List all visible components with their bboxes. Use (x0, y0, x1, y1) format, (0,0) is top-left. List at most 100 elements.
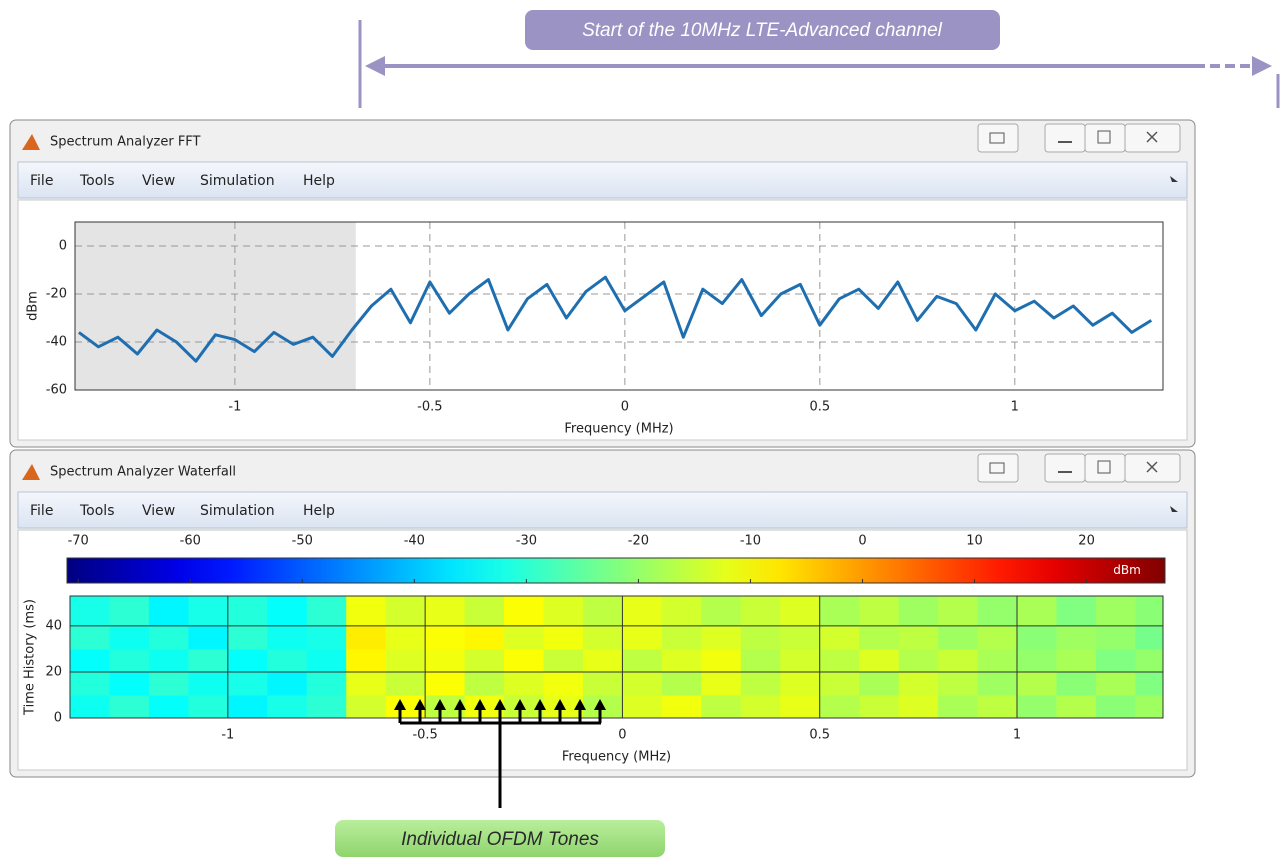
menu-item[interactable]: Help (303, 173, 335, 189)
colorbar-label: dBm (1113, 563, 1141, 577)
heatmap-cell (977, 694, 1018, 718)
heatmap-cell (1017, 671, 1057, 696)
heatmap-cell (109, 596, 150, 627)
y-tick-label: 40 (45, 618, 62, 633)
maximize-button[interactable] (1084, 453, 1126, 483)
tone-arrow-head (434, 699, 446, 710)
menu-item[interactable]: View (142, 173, 175, 189)
annotation-box (335, 820, 665, 857)
heatmap-cell (582, 596, 623, 627)
close-icon (1146, 131, 1158, 143)
heatmap-cell (661, 596, 702, 627)
heatmap-cell (385, 694, 426, 718)
heatmap-cell (385, 596, 426, 627)
colorbar-tick-label: -50 (292, 534, 313, 549)
heatmap-cell (1017, 625, 1057, 650)
heatmap-cell (464, 648, 505, 673)
tone-arrow-head (574, 699, 586, 710)
heatmap-cell (227, 625, 268, 650)
heatmap-cell (740, 694, 781, 718)
heatmap-cell (859, 596, 900, 627)
heatmap-cell (148, 694, 189, 718)
bottom-annotation: Individual OFDM Tones (335, 699, 665, 857)
y-tick-label: -20 (46, 287, 67, 302)
heatmap-cell (661, 648, 702, 673)
heatmap-cell (504, 648, 545, 673)
heatmap-cell (109, 648, 150, 673)
heatmap-cell (346, 648, 387, 673)
toolbar-toggle[interactable] (1170, 506, 1178, 512)
tone-arrow-head (594, 699, 606, 710)
heatmap-cell (464, 625, 505, 650)
menu-item[interactable]: Tools (79, 503, 115, 519)
heatmap-cell (267, 596, 308, 627)
menu-item[interactable]: View (142, 503, 175, 519)
tone-arrow-head (454, 699, 466, 710)
heatmap-cell (1135, 671, 1163, 696)
heatmap-cell (543, 671, 584, 696)
colorbar-tick-label: -40 (404, 534, 425, 549)
minimize-button[interactable] (1044, 453, 1086, 483)
colorbar-tick-label: -20 (628, 534, 649, 549)
heatmap-cell (306, 671, 347, 696)
menu-item[interactable]: File (30, 173, 53, 189)
heatmap-cell (977, 648, 1018, 673)
heatmap-cell (819, 625, 860, 650)
heatmap-cells (70, 596, 1163, 718)
tone-arrow-head (554, 699, 566, 710)
maximize-button[interactable] (1084, 123, 1126, 153)
heatmap-cell (938, 648, 979, 673)
highlight-region (75, 222, 356, 390)
heatmap-cell (267, 625, 308, 650)
annotation-text: Individual OFDM Tones (401, 829, 599, 850)
plot-border (74, 221, 1164, 391)
heatmap-cell (1017, 596, 1057, 627)
heatmap-cell (385, 671, 426, 696)
heatmap-cell (464, 596, 505, 627)
x-tick-label: 1 (1011, 400, 1019, 415)
heatmap-cell (306, 694, 347, 718)
heatmap-cell (148, 596, 189, 627)
heatmap-cell (859, 625, 900, 650)
heatmap-cell (582, 648, 623, 673)
heatmap-cell (70, 694, 110, 718)
heatmap-cell (938, 625, 979, 650)
annotation-text: Start of the 10MHz LTE-Advanced channel (582, 20, 943, 41)
heatmap-cell (661, 694, 702, 718)
x-axis-label: Frequency (MHz) (562, 750, 671, 765)
menu-item[interactable]: Tools (79, 173, 115, 189)
heatmap-cell (622, 596, 663, 627)
dock-button[interactable] (977, 123, 1019, 153)
dock-button[interactable] (977, 453, 1019, 483)
menu-item[interactable]: Help (303, 503, 335, 519)
maximize-icon (1097, 130, 1111, 144)
colorbar-tick-label: -60 (180, 534, 201, 549)
colorbar-tick-label: 20 (1078, 534, 1095, 549)
heatmap-cell (859, 694, 900, 718)
heatmap-cell (1095, 671, 1136, 696)
menu-item[interactable]: Simulation (200, 503, 275, 519)
heatmap-cell (306, 596, 347, 627)
heatmap-cell (1095, 596, 1136, 627)
menu-item[interactable]: Simulation (200, 173, 275, 189)
heatmap-cell (859, 648, 900, 673)
heatmap-cell (1095, 625, 1136, 650)
toolbar-toggle[interactable] (1170, 176, 1178, 182)
heatmap-cell (267, 648, 308, 673)
x-tick-label: 1 (1013, 728, 1021, 743)
menu-item[interactable]: File (30, 503, 53, 519)
tone-arrow-head (494, 699, 506, 710)
heatmap-cell (819, 648, 860, 673)
heatmap-cell (425, 671, 466, 696)
minimize-button[interactable] (1044, 123, 1086, 153)
heatmap-cell (70, 596, 110, 627)
heatmap-cell (1135, 596, 1163, 627)
x-tick-label: -1 (221, 728, 234, 743)
heatmap-cell (188, 694, 229, 718)
close-icon (1146, 461, 1158, 473)
heatmap-cell (109, 625, 150, 650)
heatmap-cell (898, 671, 939, 696)
x-tick-label: 0.5 (809, 400, 830, 415)
heatmap-cell (780, 625, 821, 650)
window-title: Spectrum Analyzer Waterfall (50, 465, 236, 480)
